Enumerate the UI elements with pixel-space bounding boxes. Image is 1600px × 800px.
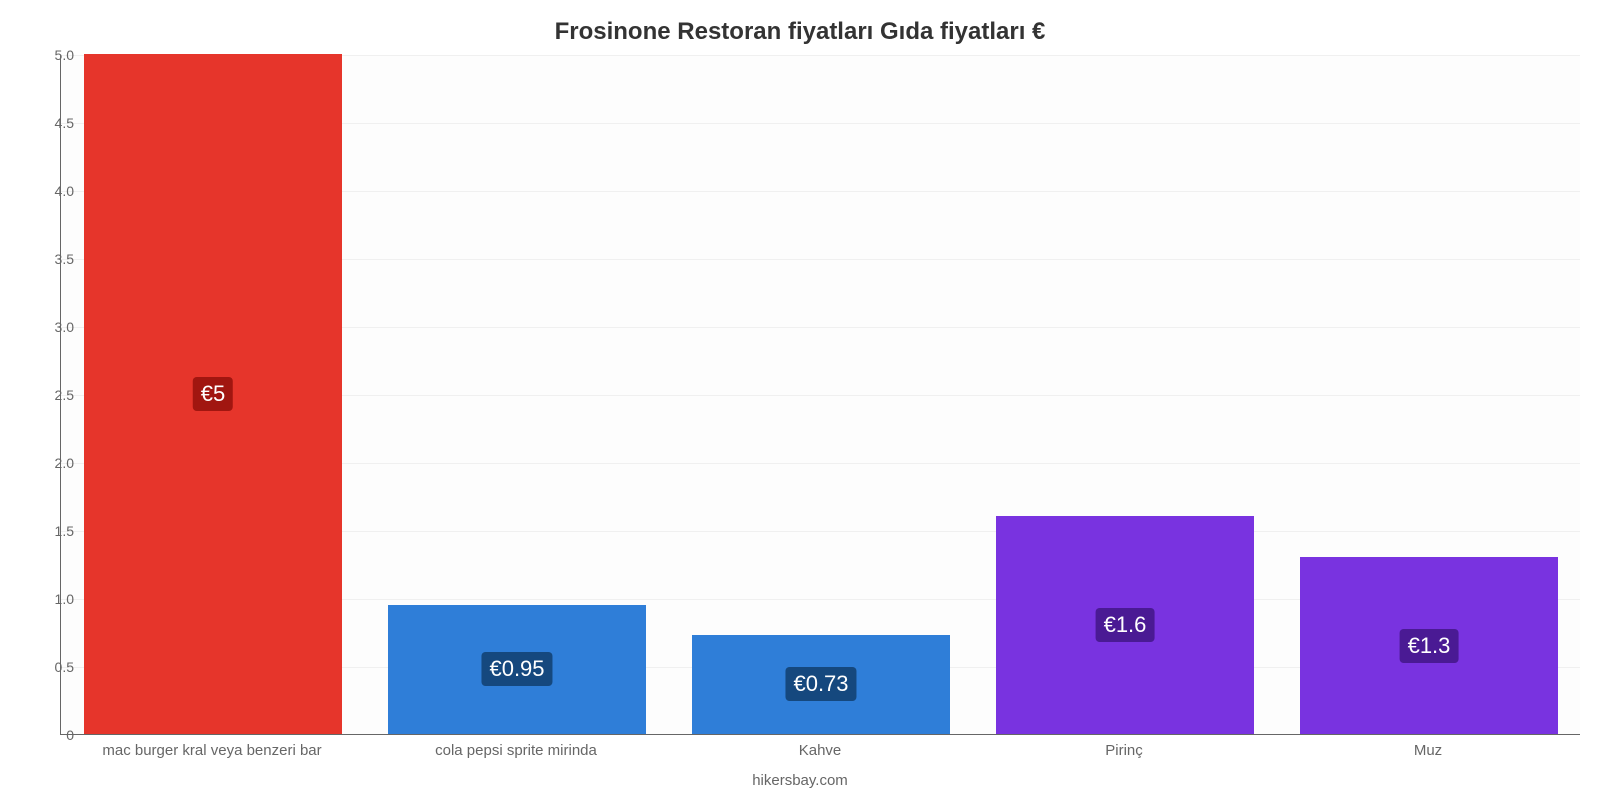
bar-chart: Frosinone Restoran fiyatları Gıda fiyatl…: [0, 0, 1600, 800]
y-tick-label: 0.5: [24, 659, 74, 675]
y-tick-label: 1.5: [24, 523, 74, 539]
bar-value-label: €0.73: [785, 667, 856, 701]
x-tick-label: mac burger kral veya benzeri bar: [102, 742, 321, 759]
x-tick-label: Kahve: [799, 742, 842, 759]
y-tick-label: 3.0: [24, 319, 74, 335]
y-tick-label: 4.5: [24, 115, 74, 131]
y-tick-label: 1.0: [24, 591, 74, 607]
y-tick-label: 0: [24, 727, 74, 743]
y-tick-label: 4.0: [24, 183, 74, 199]
bar-value-label: €1.6: [1096, 608, 1155, 642]
x-tick-label: Pirinç: [1105, 742, 1143, 759]
y-tick-label: 3.5: [24, 251, 74, 267]
y-tick-label: 5.0: [24, 47, 74, 63]
bar-value-label: €1.3: [1400, 629, 1459, 663]
y-tick-label: 2.0: [24, 455, 74, 471]
chart-title: Frosinone Restoran fiyatları Gıda fiyatl…: [0, 18, 1600, 46]
chart-caption: hikersbay.com: [0, 772, 1600, 789]
plot-area: €5 €0.95 €0.73 €1.6 €1.3: [60, 55, 1580, 735]
bar-value-label: €5: [193, 377, 233, 411]
y-tick-label: 2.5: [24, 387, 74, 403]
bar-value-label: €0.95: [481, 652, 552, 686]
x-tick-label: cola pepsi sprite mirinda: [435, 742, 597, 759]
x-tick-label: Muz: [1414, 742, 1442, 759]
